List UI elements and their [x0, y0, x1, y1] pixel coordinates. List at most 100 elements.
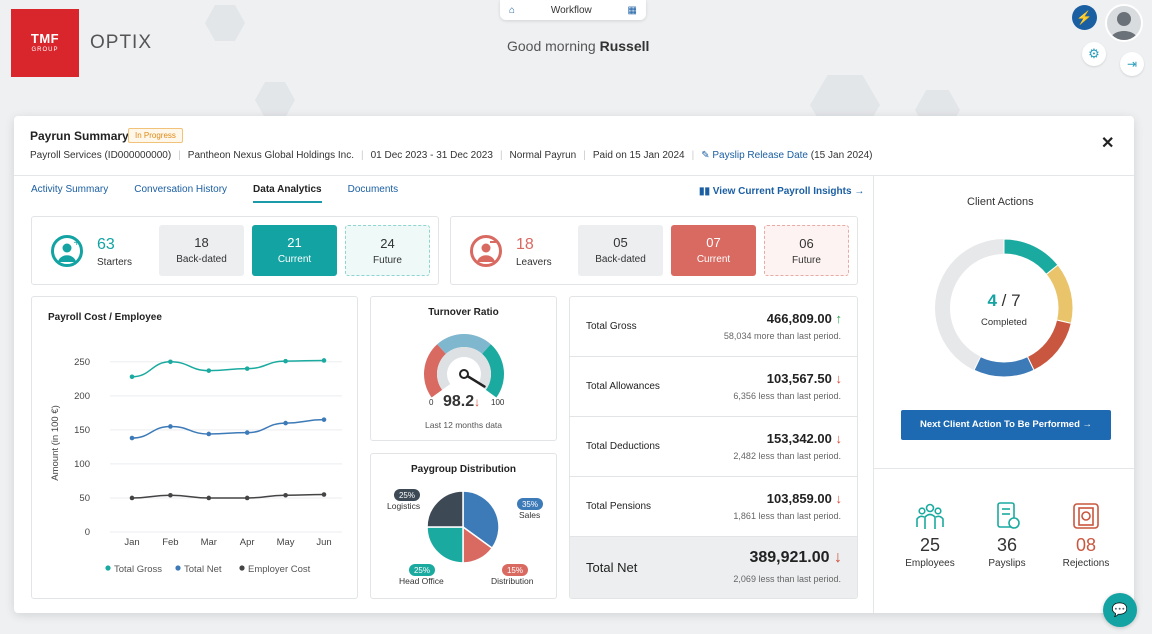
- tab-conversation-history[interactable]: Conversation History: [134, 184, 228, 195]
- total-compare: 58,034 more than last period.: [723, 331, 841, 341]
- leavers-backdated-value: 05: [613, 235, 628, 250]
- total-label: Total Net: [586, 560, 638, 575]
- starters-backdated-label: Back-dated: [176, 254, 227, 265]
- pie-slice-label: Distribution: [491, 576, 534, 586]
- y-tick-label: 100: [74, 459, 90, 470]
- gear-icon[interactable]: ⚙: [1082, 42, 1106, 66]
- y-tick-label: 50: [79, 493, 90, 504]
- tab-data-analytics[interactable]: Data Analytics: [253, 184, 322, 203]
- view-insights-label: View Current Payroll Insights →: [712, 186, 865, 197]
- starters-current-value: 21: [287, 235, 302, 250]
- legend-label: Total Net: [184, 564, 222, 575]
- payslips-stat[interactable]: 36 Payslips: [977, 501, 1037, 569]
- app-name: OPTIX: [90, 32, 153, 53]
- data-point: [168, 492, 173, 498]
- grid-icon[interactable]: ▦: [627, 4, 637, 16]
- tab-documents[interactable]: Documents: [347, 184, 399, 195]
- data-point: [206, 431, 212, 437]
- leavers-current[interactable]: 07 Current: [671, 225, 756, 276]
- totals-panel: Total Gross 466,809.00 ↑ 58,034 more tha…: [569, 296, 858, 599]
- x-tick-label: Jun: [316, 537, 331, 548]
- starters-current[interactable]: 21 Current: [252, 225, 337, 276]
- data-point: [321, 492, 327, 497]
- next-client-action-button[interactable]: Next Client Action To Be Performed →: [901, 410, 1111, 440]
- turnover-value: 98.2↓: [443, 393, 481, 410]
- logout-icon[interactable]: ⇥: [1120, 52, 1144, 76]
- data-point: [283, 492, 288, 498]
- total-compare: 2,482 less than last period.: [733, 451, 841, 461]
- tab-activity-summary[interactable]: Activity Summary: [31, 184, 109, 195]
- total-amount: 103,567.50 ↓: [767, 371, 842, 386]
- employees-stat[interactable]: 25 Employees: [900, 501, 960, 569]
- x-tick-label: Apr: [240, 537, 255, 548]
- total-amount-value: 103,567.50: [766, 371, 832, 386]
- data-point: [283, 420, 288, 426]
- total-amount: 103,859.00 ↓: [767, 491, 842, 506]
- pie-slice-label: Sales: [519, 510, 540, 520]
- home-icon[interactable]: ⌂: [509, 4, 516, 16]
- payslip-release-link[interactable]: Payslip Release Date: [712, 150, 808, 161]
- starters-backdated-value: 18: [194, 235, 209, 250]
- edit-icon[interactable]: ✎: [701, 150, 713, 161]
- data-point: [244, 366, 250, 371]
- leavers-current-value: 07: [706, 235, 721, 250]
- divider: [874, 468, 1134, 469]
- payslip-release-date: (15 Jan 2024): [810, 150, 873, 161]
- total-amount-value: 153,342.00: [766, 431, 832, 446]
- leavers-panel: 18 Leavers 05 Back-dated 07 Current 06 F…: [450, 216, 858, 285]
- pie-pct-label: 25%: [414, 566, 430, 575]
- client-actions-title: Client Actions: [967, 196, 1034, 208]
- users-icon: [916, 503, 944, 529]
- legend-marker: [105, 565, 111, 571]
- legend-marker: [239, 565, 245, 571]
- greeting-name: Russell: [599, 38, 650, 54]
- starters-future[interactable]: 24 Future: [345, 225, 430, 276]
- greeting-prefix: Good morning: [507, 38, 596, 54]
- pie-pct-label: 15%: [507, 566, 523, 575]
- starters-current-label: Current: [277, 254, 312, 265]
- divider: [14, 175, 1134, 176]
- data-point: [129, 435, 135, 441]
- close-icon[interactable]: ✕: [1101, 135, 1115, 152]
- lightning-icon[interactable]: ⚡: [1072, 5, 1097, 30]
- starters-backdated[interactable]: 18 Back-dated: [159, 225, 244, 276]
- payrun-paid-on: Paid on 15 Jan 2024: [592, 150, 685, 161]
- y-tick-label: 0: [85, 527, 90, 538]
- pie-pct-badge: [502, 564, 528, 576]
- payrun-client: Pantheon Nexus Global Holdings Inc.: [187, 150, 355, 161]
- pie-pct-badge: [409, 564, 435, 576]
- rejections-stat[interactable]: 08 Rejections: [1056, 501, 1116, 569]
- logo-text: TMF: [30, 31, 60, 46]
- gauge-inner: [437, 347, 491, 390]
- leavers-label: Leavers: [516, 257, 552, 268]
- leavers-future[interactable]: 06 Future: [764, 225, 849, 276]
- data-point: [206, 495, 212, 501]
- arrow-down-icon: ↓: [834, 549, 842, 566]
- gauge-segment: [437, 334, 491, 354]
- actions-total: 7: [1011, 291, 1021, 310]
- turnover-min: 0: [429, 398, 434, 407]
- pie-slice-label: Head Office: [399, 576, 444, 586]
- workflow-label[interactable]: Workflow: [550, 4, 592, 16]
- view-insights-link[interactable]: ▮▮ View Current Payroll Insights →: [699, 186, 864, 197]
- pie-pct-label: 25%: [399, 491, 415, 500]
- total-net-row: Total Net 389,921.00 ↓ 2,069 less than l…: [570, 537, 857, 598]
- status-badge: In Progress: [128, 128, 183, 143]
- total-row: Total Pensions 103,859.00 ↓ 1,861 less t…: [570, 477, 857, 537]
- client-actions-donut: [935, 238, 1074, 378]
- data-point: [168, 359, 173, 365]
- starters-panel: + 63 Starters 18 Back-dated 21 Current 2…: [31, 216, 439, 285]
- avatar[interactable]: [1105, 4, 1143, 42]
- arrow-down-icon: ↓: [835, 371, 843, 386]
- series-line: [131, 493, 325, 499]
- workflow-bar[interactable]: ⌂ Workflow ▦: [500, 0, 646, 20]
- data-point: [321, 417, 327, 422]
- pie-pct-badge: [517, 498, 543, 510]
- arrow-up-icon: ↑: [835, 311, 843, 326]
- leavers-backdated[interactable]: 05 Back-dated: [578, 225, 663, 276]
- chat-icon[interactable]: 💬: [1103, 593, 1137, 627]
- tmf-logo[interactable]: TMF GROUP: [11, 9, 79, 77]
- rejections-label: Rejections: [1062, 558, 1110, 569]
- payroll-cost-chart: 0 50 100 150 200 250 Jan Feb Mar Apr May Jun Amount …: [50, 357, 342, 575]
